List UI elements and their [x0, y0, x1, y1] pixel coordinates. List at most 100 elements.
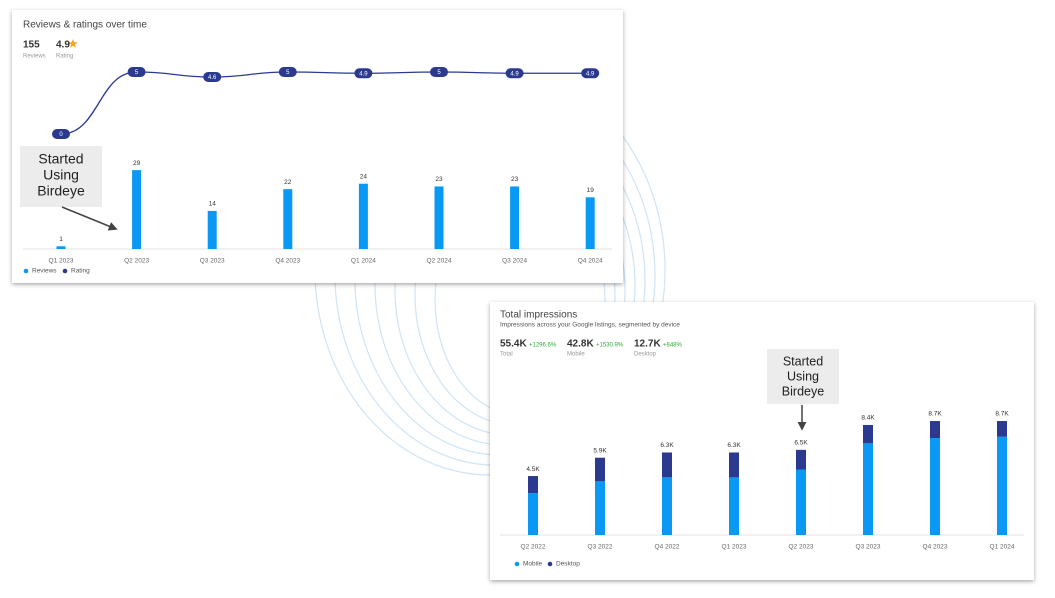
bar — [585, 197, 595, 249]
annotation-box — [767, 349, 839, 404]
x-tick-label: Q1 2023 — [49, 258, 74, 265]
x-tick-label: Q2 2023 — [789, 544, 814, 551]
annotation-text: Started — [783, 354, 823, 368]
bar-segment — [863, 424, 873, 444]
stat-label: Mobile — [567, 352, 585, 358]
value-label: 29 — [133, 160, 141, 167]
legend-dot — [547, 561, 553, 567]
bar-segment — [930, 438, 940, 535]
total-label: 6.5K — [794, 440, 808, 447]
legend-dot — [62, 268, 68, 274]
value-label: 1 — [59, 236, 63, 243]
rating-label: 4.9 — [586, 71, 595, 77]
bar — [358, 183, 368, 249]
charts: Reviews & ratings over time155Reviews4.9… — [20, 20, 1024, 568]
bar-segment — [729, 477, 739, 535]
x-tick-label: Q3 2023 — [856, 544, 881, 551]
total-label: 8.7K — [995, 411, 1009, 418]
stat-value: 12.7K — [634, 339, 661, 350]
value-label: 22 — [284, 179, 292, 186]
total-label: 8.4K — [861, 415, 875, 422]
rating-pill — [430, 67, 448, 77]
x-tick-label: Q1 2024 — [351, 258, 376, 265]
x-tick-label: Q4 2024 — [578, 258, 603, 265]
legend-label: Mobile — [523, 561, 543, 568]
bar-segment — [796, 469, 806, 535]
value-label: 23 — [511, 176, 519, 183]
x-tick-label: Q2 2023 — [124, 258, 149, 265]
x-tick-label: Q1 2024 — [990, 544, 1015, 551]
value-label: 24 — [360, 173, 368, 180]
bar-segment — [528, 476, 538, 494]
rating-label: 0 — [59, 132, 63, 138]
rating-label: 5 — [286, 70, 290, 76]
card-reviews — [12, 10, 623, 283]
rating-label: 4.6 — [208, 75, 217, 81]
total-label: 5.9K — [593, 447, 607, 454]
annotation-box — [20, 146, 102, 207]
legend-label: Rating — [71, 268, 90, 275]
chart-subtitle: Impressions across your Google listings,… — [500, 322, 680, 329]
stat-value: 155 — [23, 40, 40, 51]
annotation-arrow — [61, 206, 118, 231]
bar — [283, 189, 293, 249]
rating-pill — [278, 67, 297, 77]
total-label: 4.5K — [526, 466, 540, 473]
bar-segment — [662, 477, 672, 535]
bar-segment — [997, 421, 1007, 437]
rating-label: 5 — [135, 70, 139, 76]
stat-change: +848% — [663, 343, 683, 349]
stat-change: +1530.9% — [596, 343, 624, 349]
annotation-text: Started — [38, 151, 83, 167]
legend-dot — [23, 268, 29, 274]
x-tick-label: Q3 2022 — [588, 544, 613, 551]
annotation-text: Birdeye — [37, 183, 85, 199]
stat-label: Reviews — [23, 54, 46, 60]
stat-label: Desktop — [634, 352, 657, 358]
chart-title: Total impressions — [500, 310, 577, 321]
annotation-text: Using — [787, 369, 819, 383]
legend-dot — [514, 561, 520, 567]
value-label: 19 — [587, 187, 595, 194]
rating-pill — [505, 68, 524, 79]
rating-pill — [203, 71, 222, 82]
total-label: 8.7K — [928, 411, 942, 418]
rating-label: 4.9 — [359, 71, 368, 77]
stat-value: 42.8K — [567, 339, 594, 350]
x-tick-label: Q4 2023 — [275, 258, 300, 265]
bar — [207, 210, 217, 249]
annotation-text: Birdeye — [782, 384, 824, 398]
bar-segment — [595, 481, 605, 535]
rating-label: 4.9 — [510, 71, 519, 77]
x-tick-label: Q4 2022 — [655, 544, 680, 551]
bar-segment — [930, 421, 940, 439]
legend-label: Reviews — [32, 268, 57, 275]
bar — [510, 186, 520, 249]
stat-label: Rating — [56, 54, 73, 60]
total-label: 6.3K — [660, 442, 674, 449]
bar-segment — [997, 436, 1007, 535]
rating-pill — [581, 68, 600, 79]
bar-segment — [595, 457, 605, 482]
card-impressions — [490, 302, 1034, 580]
x-tick-label: Q3 2023 — [200, 258, 225, 265]
rating-label: 5 — [437, 70, 441, 76]
stat-change: +1296.6% — [529, 343, 557, 349]
rating-pill — [52, 129, 70, 139]
rating-pill — [127, 67, 146, 77]
x-tick-label: Q2 2022 — [521, 544, 546, 551]
bar — [132, 170, 142, 249]
bar — [56, 246, 66, 249]
bar-segment — [729, 452, 739, 478]
x-tick-label: Q4 2023 — [923, 544, 948, 551]
legend-label: Desktop — [556, 561, 580, 568]
rating-pill — [354, 68, 373, 79]
stat-value: 4.9 — [56, 40, 70, 51]
value-label: 14 — [209, 201, 217, 208]
bar-segment — [662, 452, 672, 478]
star-icon — [68, 39, 78, 48]
bar-segment — [863, 443, 873, 535]
bar-segment — [528, 493, 538, 535]
